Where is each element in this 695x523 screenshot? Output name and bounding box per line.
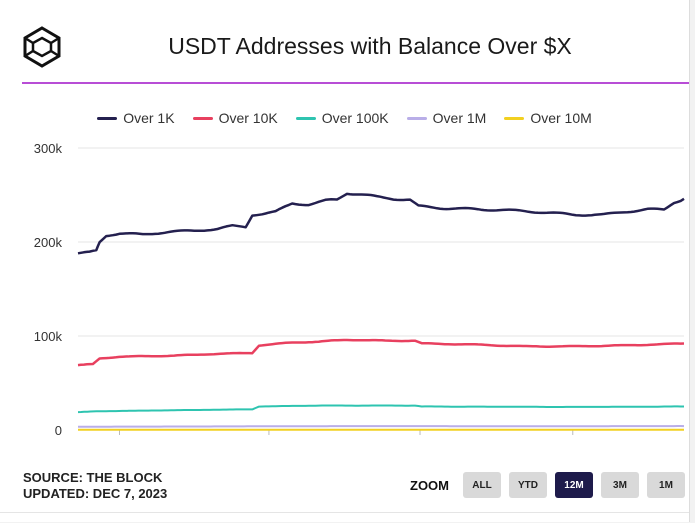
chart-header: USDT Addresses with Balance Over $X [0,0,689,84]
legend-item-over-10m[interactable]: Over 10M [504,110,592,126]
line-chart: 0100k200k300kJan '23Apr '23Jul '23Oct '2… [34,141,685,438]
y-tick-label: 200k [34,235,63,250]
legend-swatch [97,116,118,120]
legend-swatch [504,116,525,120]
chart-title: USDT Addresses with Balance Over $X [168,33,572,59]
legend-item-over-100k[interactable]: Over 100K [295,110,389,126]
zoom-controls: ZOOM ALL YTD 12M 3M 1M [410,472,685,498]
legend-item-over-1m[interactable]: Over 1M [406,110,487,126]
zoom-3m-button[interactable]: 3M [601,472,639,498]
series-line-over-10k [77,338,685,367]
legend-item-over-10k[interactable]: Over 10K [192,110,278,126]
legend-label: Over 10M [530,110,592,126]
legend-swatch [192,116,213,120]
the-block-logo-icon [23,26,61,68]
y-tick-label: 0 [55,423,62,438]
series-line-over-100k [77,404,684,414]
zoom-1m-button[interactable]: 1M [647,472,685,498]
legend-swatch [295,116,316,120]
title-divider [22,82,689,84]
legend-label: Over 100K [321,110,389,126]
y-tick-label: 100k [34,329,63,344]
zoom-label: ZOOM [410,477,449,493]
series-line-over-1m [78,425,685,428]
chart-legend: Over 1K Over 10K Over 100K Over 1M Over 10M [0,110,689,126]
y-tick-label: 300k [34,141,63,156]
source-label: SOURCE: THE BLOCK [23,470,163,485]
bottom-divider [0,512,689,523]
legend-label: Over 10K [218,110,278,126]
legend-item-over-1k[interactable]: Over 1K [97,110,175,126]
series-line-over-1k [77,192,685,255]
legend-swatch [406,116,427,120]
zoom-all-button[interactable]: ALL [463,472,501,498]
legend-label: Over 1M [432,110,487,126]
legend-label: Over 1K [123,110,175,126]
zoom-ytd-button[interactable]: YTD [509,472,547,498]
source-info: SOURCE: THE BLOCK UPDATED: DEC 7, 2023 [23,470,167,502]
updated-label: UPDATED: DEC 7, 2023 [23,486,168,501]
zoom-12m-button[interactable]: 12M [555,472,593,498]
